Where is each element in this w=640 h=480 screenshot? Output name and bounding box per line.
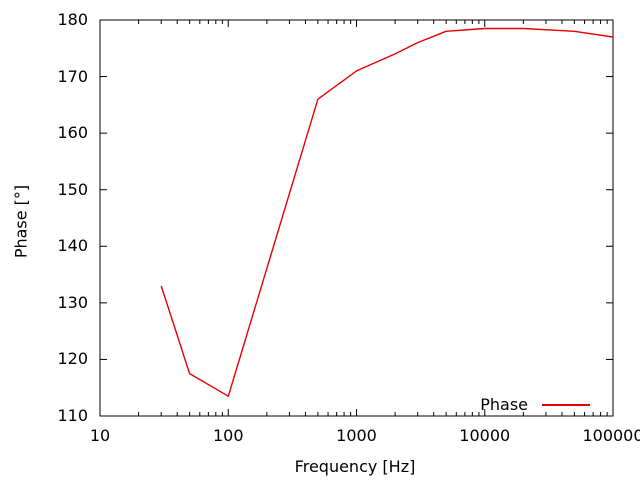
x-axis-title: Frequency [Hz] bbox=[294, 457, 416, 476]
x-tick-label: 10 bbox=[89, 426, 111, 445]
y-tick-label: 150 bbox=[57, 179, 88, 199]
y-tick-label: 130 bbox=[57, 292, 88, 312]
y-tick-label: 170 bbox=[57, 66, 88, 86]
legend-label: Phase bbox=[480, 395, 528, 414]
x-tick-label: 100 bbox=[212, 426, 244, 445]
y-tick-label: 180 bbox=[57, 10, 88, 29]
legend-line-sample bbox=[542, 403, 590, 406]
y-tick-label: 160 bbox=[57, 123, 88, 143]
y-tick-label: 120 bbox=[57, 349, 88, 369]
x-tick-label: 100000 bbox=[582, 426, 640, 445]
phase-line bbox=[160, 27, 614, 397]
x-tick-label: 10000 bbox=[459, 426, 511, 445]
plot-border bbox=[99, 19, 614, 417]
x-tick-label: 1000 bbox=[336, 426, 377, 445]
y-tick-label: 140 bbox=[57, 236, 88, 256]
y-tick-label: 110 bbox=[57, 406, 88, 425]
legend: Phase bbox=[452, 395, 590, 414]
